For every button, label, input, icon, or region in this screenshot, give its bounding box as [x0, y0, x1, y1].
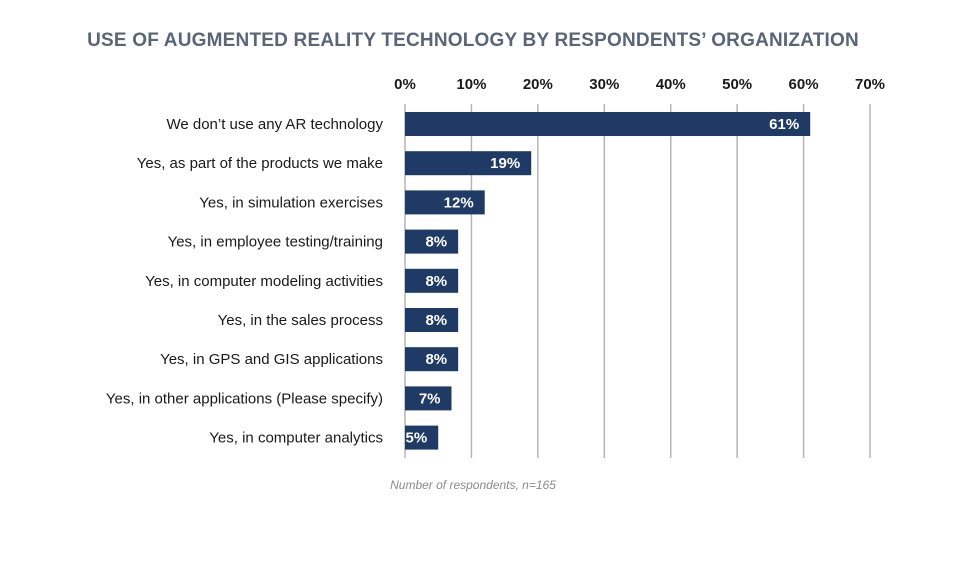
category-label: Yes, in GPS and GIS applications [160, 351, 383, 368]
category-label: Yes, as part of the products we make [137, 155, 383, 172]
x-tick-label: 20% [523, 76, 553, 93]
respondents-note: Number of respondents, n=165 [390, 478, 556, 492]
bar [405, 308, 459, 332]
bar [405, 347, 459, 372]
bar-value-label: 12% [444, 194, 474, 211]
category-label: Yes, in the sales process [218, 312, 383, 329]
x-tick-label: 40% [656, 76, 686, 93]
category-labels: We don’t use any AR technology Yes, as pa… [106, 116, 384, 447]
bar [405, 425, 439, 450]
bar [405, 268, 459, 293]
category-label: Yes, in other applications (Please speci… [106, 390, 383, 407]
bar-value-label: 8% [425, 273, 447, 290]
x-tick-label: 60% [789, 76, 819, 93]
chart-title: USE OF AUGMENTED REALITY TECHNOLOGY BY R… [87, 30, 859, 51]
bar-value-label: 5% [406, 430, 428, 447]
bar [405, 229, 459, 254]
x-tick-label: 10% [456, 76, 486, 93]
bar [405, 386, 452, 411]
bar-value-label: 8% [425, 312, 447, 329]
bar [405, 151, 532, 176]
category-label: We don’t use any AR technology [166, 116, 383, 133]
category-label: Yes, in computer analytics [209, 430, 383, 447]
x-tick-label: 0% [394, 76, 416, 93]
bar [405, 112, 811, 136]
bar-value-label: 19% [490, 155, 520, 172]
bars: 61% 19% 12% 8% 8% 8% 8% 7% 5% [405, 112, 811, 450]
category-label: Yes, in simulation exercises [199, 194, 383, 211]
x-tick-label: 30% [589, 76, 619, 93]
bar-value-label: 61% [769, 116, 799, 133]
category-label: Yes, in employee testing/training [168, 234, 383, 251]
x-tick-label: 70% [855, 76, 885, 93]
bar-value-label: 8% [425, 351, 447, 368]
x-tick-label: 50% [722, 76, 752, 93]
bar-value-label: 8% [425, 234, 447, 251]
bar-value-label: 7% [419, 390, 441, 407]
category-label: Yes, in computer modeling activities [145, 273, 383, 290]
bar [405, 190, 485, 215]
x-axis-ticks: 0% 10% 20% 30% 40% 50% 60% 70% [394, 76, 885, 93]
